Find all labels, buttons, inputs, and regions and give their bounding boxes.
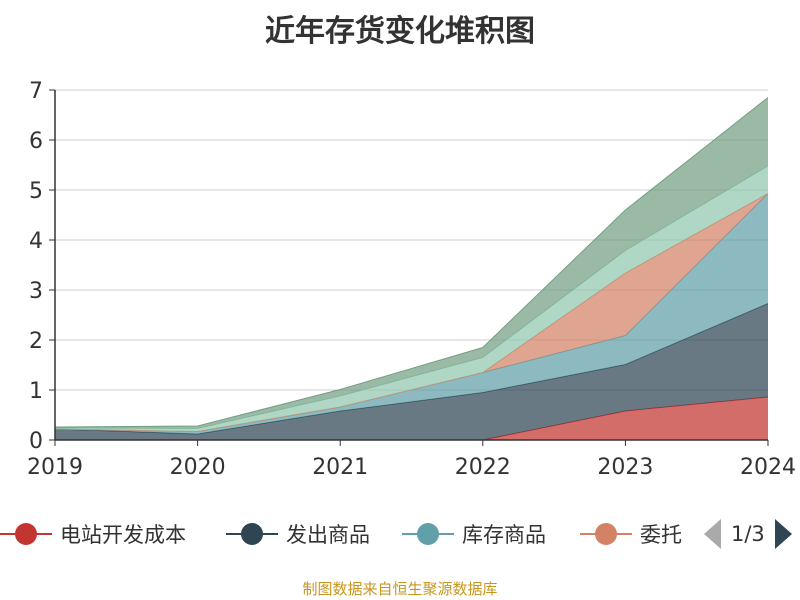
legend-label: 库存商品 bbox=[462, 523, 546, 547]
y-tick-label: 4 bbox=[29, 229, 43, 254]
legend-marker-icon bbox=[0, 514, 52, 554]
legend-page-indicator: 1/3 bbox=[731, 522, 765, 546]
y-tick-label: 3 bbox=[29, 279, 43, 304]
area-series-line-5 bbox=[54, 97, 769, 428]
x-tick-label: 2020 bbox=[170, 455, 226, 480]
legend-prev-icon[interactable] bbox=[704, 519, 721, 549]
y-tick-label: 6 bbox=[29, 129, 43, 154]
area-series-0 bbox=[55, 397, 768, 440]
legend-marker-icon bbox=[580, 514, 632, 554]
legend-pager: 1/3 bbox=[700, 514, 800, 554]
y-tick-label: 5 bbox=[29, 179, 43, 204]
area-series-3 bbox=[55, 193, 768, 432]
legend-next-icon[interactable] bbox=[774, 519, 792, 549]
legend-item[interactable]: 发出商品 bbox=[226, 514, 370, 554]
legend: 电站开发成本 发出商品 库存商品 委托 bbox=[0, 514, 800, 554]
x-tick-label: 2024 bbox=[740, 455, 796, 480]
legend-label: 发出商品 bbox=[286, 523, 370, 547]
x-tick-label: 2021 bbox=[312, 455, 368, 480]
area-series-4 bbox=[55, 166, 768, 432]
grid-lines bbox=[55, 89, 768, 391]
legend-item[interactable]: 委托 bbox=[580, 514, 682, 554]
legend-marker-icon bbox=[402, 514, 454, 554]
x-tick-label: 2023 bbox=[597, 455, 653, 480]
area-series bbox=[54, 97, 769, 441]
legend-item[interactable]: 电站开发成本 bbox=[0, 514, 186, 554]
legend-label: 委托 bbox=[640, 523, 682, 547]
axes: 0 1 2 3 4 5 6 7 2019 2020 2021 2022 2023 2024 bbox=[27, 79, 796, 480]
y-tick-label: 2 bbox=[29, 329, 43, 354]
y-tick-label: 7 bbox=[29, 79, 43, 104]
source-note: 制图数据来自恒生聚源数据库 bbox=[302, 580, 498, 598]
legend-label: 电站开发成本 bbox=[60, 523, 186, 547]
x-tick-label: 2022 bbox=[455, 455, 511, 480]
legend-marker-icon bbox=[226, 514, 278, 554]
x-tick-label: 2019 bbox=[27, 455, 83, 480]
chart-title: 近年存货变化堆积图 bbox=[265, 14, 535, 49]
legend-item[interactable]: 库存商品 bbox=[402, 514, 546, 554]
area-series-1 bbox=[55, 303, 768, 440]
y-tick-label: 1 bbox=[29, 379, 43, 404]
y-tick-label: 0 bbox=[29, 429, 43, 454]
